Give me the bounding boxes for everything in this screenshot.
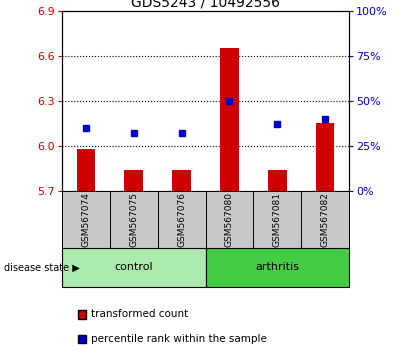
- Text: GSM567080: GSM567080: [225, 192, 234, 247]
- Bar: [125, 170, 143, 191]
- Text: disease state ▶: disease state ▶: [4, 262, 80, 272]
- Bar: [62, 191, 110, 248]
- Text: control: control: [114, 262, 153, 272]
- Bar: [206, 191, 254, 248]
- Bar: [62, 248, 206, 287]
- Bar: [316, 124, 335, 191]
- Text: GSM567081: GSM567081: [273, 192, 282, 247]
- Bar: [254, 191, 301, 248]
- Bar: [268, 170, 286, 191]
- Text: GSM567075: GSM567075: [129, 192, 138, 247]
- Text: arthritis: arthritis: [255, 262, 300, 272]
- Bar: [301, 191, 349, 248]
- Text: percentile rank within the sample: percentile rank within the sample: [91, 334, 267, 344]
- Text: GSM567076: GSM567076: [177, 192, 186, 247]
- Bar: [206, 248, 349, 287]
- Bar: [220, 48, 238, 191]
- Text: GSM567082: GSM567082: [321, 192, 330, 247]
- Bar: [172, 170, 191, 191]
- Bar: [157, 191, 206, 248]
- Title: GDS5243 / 10492556: GDS5243 / 10492556: [131, 0, 280, 10]
- Bar: [110, 191, 157, 248]
- Text: GSM567074: GSM567074: [81, 192, 90, 247]
- Bar: [76, 149, 95, 191]
- Text: transformed count: transformed count: [91, 309, 189, 320]
